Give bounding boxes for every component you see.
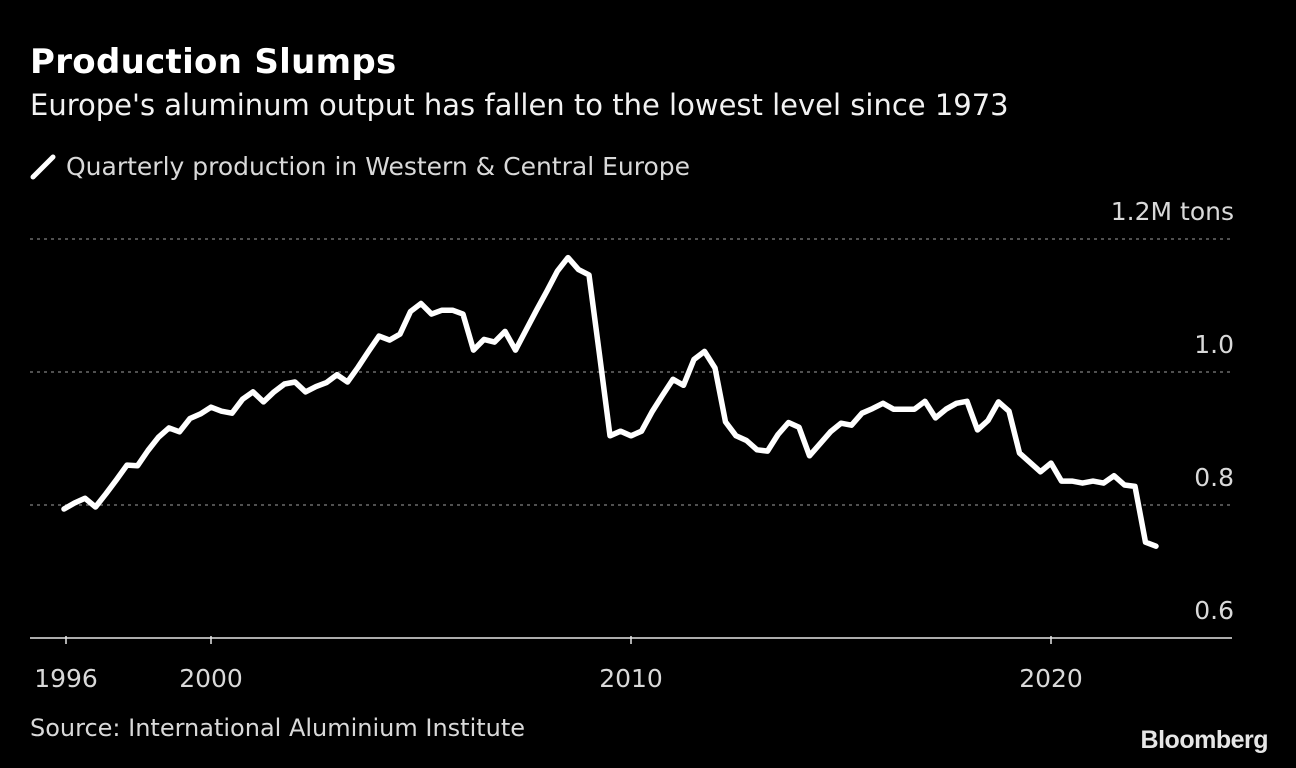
y-tick-label: 1.2M tons: [1111, 197, 1234, 226]
x-tick-label: 1996: [34, 664, 98, 693]
y-tick-label: 0.8: [1194, 463, 1234, 492]
x-tick-label: 2000: [179, 664, 243, 693]
source-note: Source: International Aluminium Institut…: [30, 714, 526, 742]
series-line: [61, 254, 1159, 549]
x-tick-label: 2020: [1019, 664, 1083, 693]
x-tick-label: 2010: [599, 664, 663, 693]
legend: Quarterly production in Western & Centra…: [30, 152, 690, 181]
y-tick-label: 0.6: [1194, 596, 1234, 625]
chart-title: Production Slumps: [30, 42, 397, 82]
y-tick-label: 1.0: [1194, 330, 1234, 359]
chart-subtitle: Europe's aluminum output has fallen to t…: [30, 88, 1009, 122]
legend-label: Quarterly production in Western & Centra…: [66, 152, 690, 181]
bloomberg-logo: Bloomberg: [1140, 726, 1269, 754]
legend-line-icon: [30, 154, 56, 179]
